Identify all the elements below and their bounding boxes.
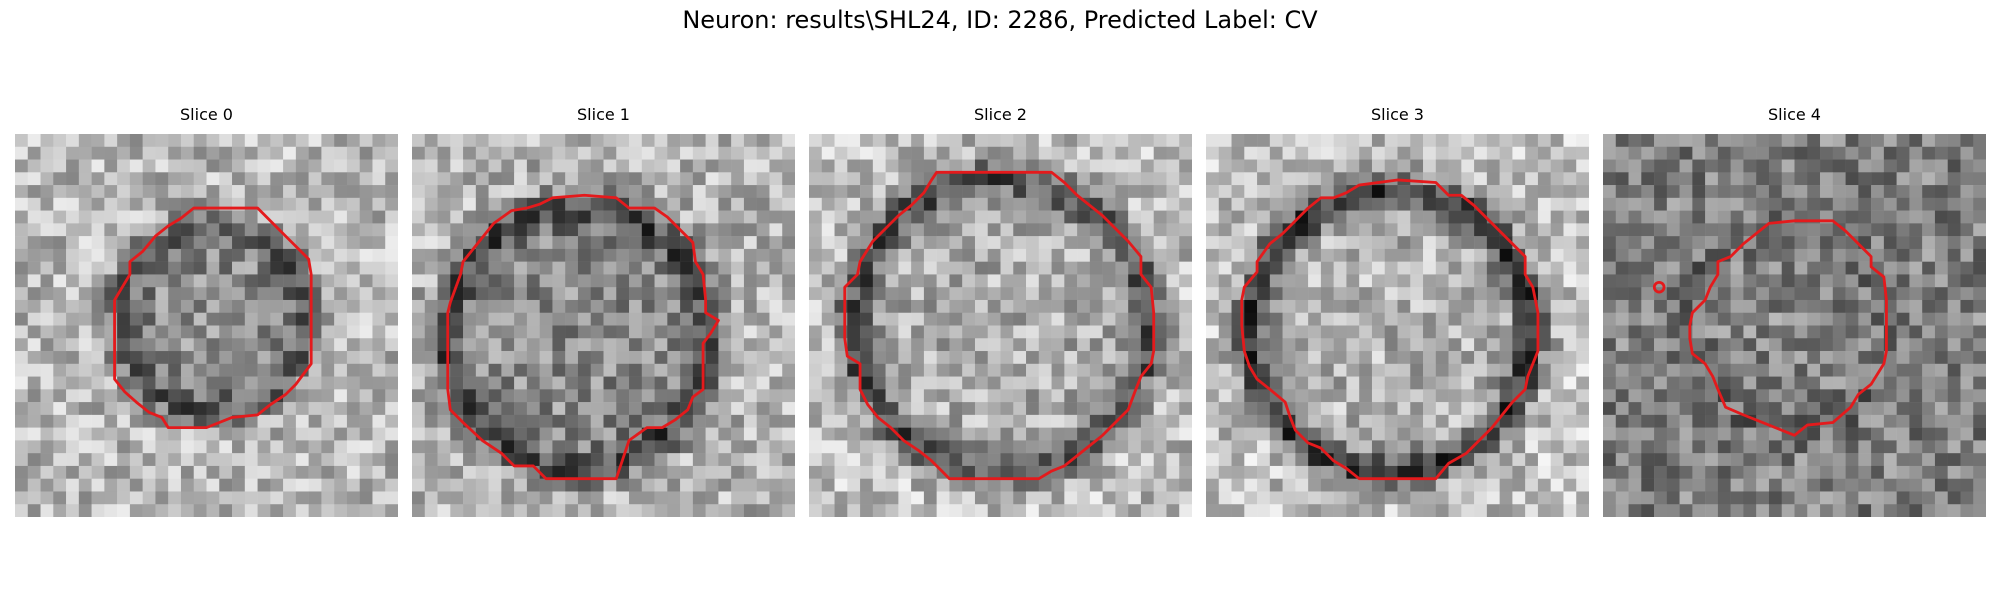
- slice-title-3: Slice 3: [1371, 105, 1424, 124]
- slice-pixels-4: [1603, 134, 1986, 517]
- roi-contour-3: [1240, 178, 1540, 481]
- slice-title-1: Slice 1: [577, 105, 630, 124]
- slice-panel-3: Slice 3: [1206, 104, 1589, 517]
- roi-contour-0: [113, 206, 313, 430]
- slice-panel-0: Slice 0: [15, 104, 398, 517]
- slice-panel-1: Slice 1: [412, 104, 795, 517]
- slice-title-0: Slice 0: [180, 105, 233, 124]
- slice-panel-4: Slice 4: [1603, 104, 1986, 517]
- slice-title-2: Slice 2: [974, 105, 1027, 124]
- slice-pixels-2: [809, 134, 1192, 517]
- slice-pixels-1: [412, 134, 795, 517]
- slice-panel-2: Slice 2: [809, 104, 1192, 517]
- slice-image-0: [15, 134, 398, 517]
- slice-image-2: [809, 134, 1192, 517]
- slice-title-4: Slice 4: [1768, 105, 1821, 124]
- slice-image-4: [1603, 134, 1986, 517]
- slice-image-1: [412, 134, 795, 517]
- roi-contour-1: [446, 193, 720, 481]
- roi-marker-4: [1652, 280, 1666, 294]
- slice-pixels-0: [15, 134, 398, 517]
- slice-pixels-3: [1206, 134, 1589, 517]
- roi-contour-4: [1688, 219, 1888, 437]
- slice-image-3: [1206, 134, 1589, 517]
- figure-title: Neuron: results\SHL24, ID: 2286, Predict…: [682, 6, 1318, 34]
- roi-contour-2: [843, 170, 1156, 481]
